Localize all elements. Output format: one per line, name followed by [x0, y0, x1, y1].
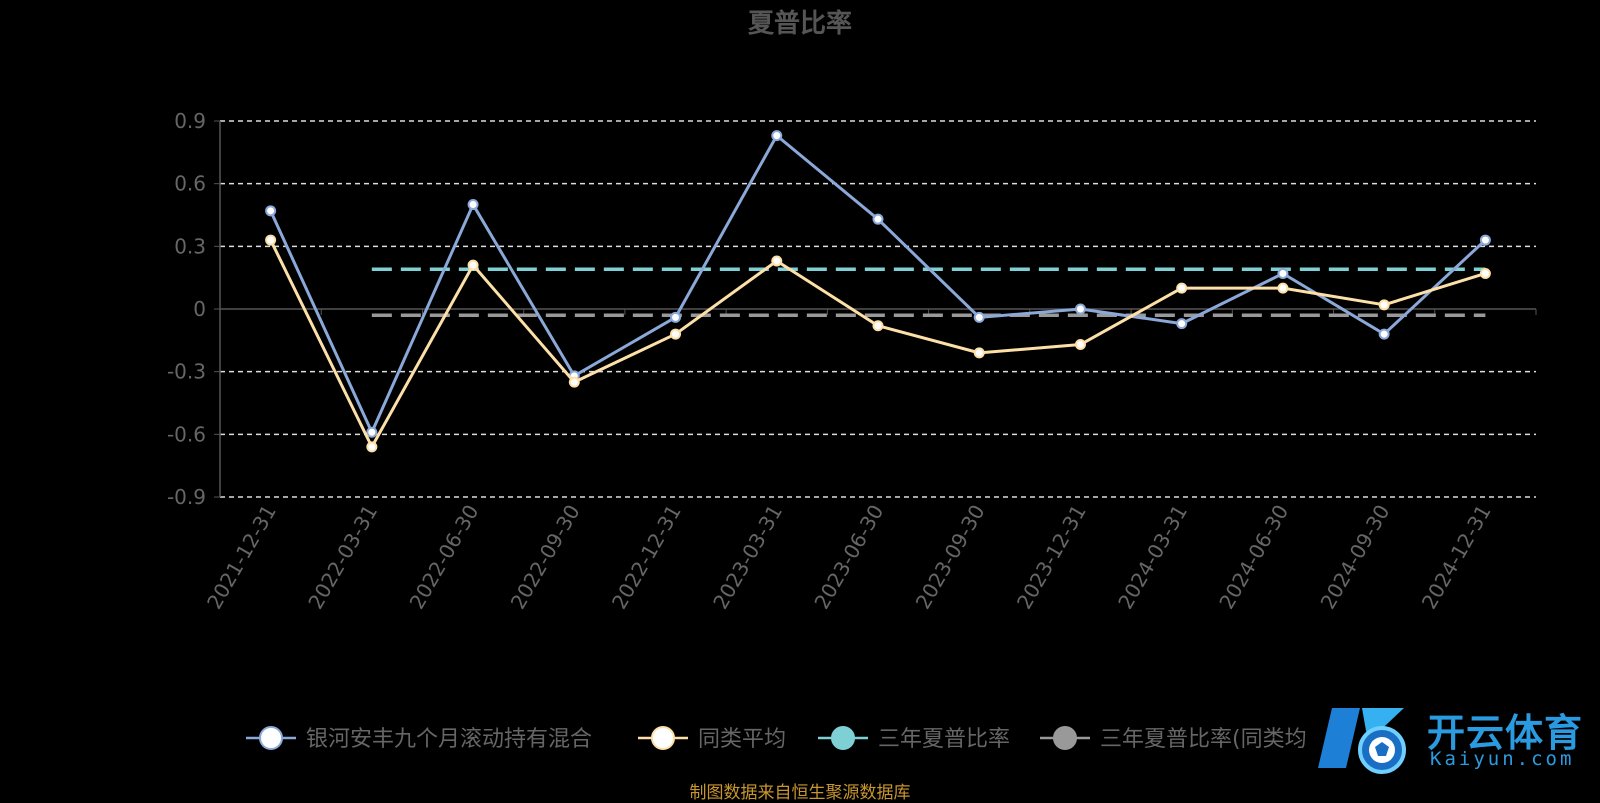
data-point [771, 130, 783, 142]
legend[interactable]: 银河安丰九个月滚动持有混合 同类平均 三年夏普比率 三年夏普比率(同类均 [246, 726, 1307, 752]
x-tick-label: 2022-03-31 [303, 501, 382, 614]
x-tick-label: 2024-03-31 [1113, 501, 1192, 614]
series-line [269, 239, 1486, 449]
y-tick-label: 0.3 [174, 234, 206, 258]
data-point [872, 213, 884, 225]
data-point [1176, 318, 1188, 330]
grid [214, 120, 1537, 498]
data-point [1277, 267, 1289, 279]
watermark-logo: 开云体育 Kaiyun.com [1312, 698, 1592, 782]
y-tick-label: 0 [193, 297, 206, 321]
data-point [771, 255, 783, 267]
x-tick-label: 2023-06-30 [809, 501, 888, 614]
data-point [265, 234, 277, 246]
data-point [1479, 267, 1491, 279]
legend-marker [1053, 726, 1077, 750]
legend-marker [259, 726, 283, 750]
data-point [265, 205, 277, 217]
legend-label: 银河安丰九个月滚动持有混合 [306, 727, 592, 752]
data-point [1378, 328, 1390, 340]
legend-marker [651, 726, 675, 750]
legend-label: 三年夏普比率(同类均 [1100, 727, 1307, 752]
data-point [1074, 339, 1086, 351]
data-point [1479, 234, 1491, 246]
x-tick-label: 2024-12-31 [1417, 501, 1496, 614]
data-point [1074, 303, 1086, 315]
chart-title: 夏普比率 [748, 8, 852, 39]
data-point [670, 328, 682, 340]
x-tick-label: 2024-06-30 [1214, 501, 1293, 614]
data-point [670, 311, 682, 323]
watermark-main-text: 开云体育 [1427, 711, 1584, 755]
series-layer [265, 130, 1491, 453]
x-tick-label: 2022-06-30 [405, 500, 484, 613]
legend-marker [831, 726, 855, 750]
x-tick-label: 2021-12-31 [202, 501, 281, 614]
legend-label: 三年夏普比率 [878, 727, 1010, 752]
x-axis-ticks: 2021-12-31 2022-03-31 2022-06-30 2022-09-30… [202, 500, 1496, 613]
y-tick-label: -0.3 [167, 360, 206, 384]
data-point [973, 311, 985, 323]
data-point [366, 441, 378, 453]
data-point [467, 199, 479, 211]
data-point [467, 259, 479, 271]
kaiyun-logo-icon [1318, 708, 1406, 774]
data-point [366, 426, 378, 438]
data-point [568, 376, 580, 388]
x-tick-label: 2022-12-31 [607, 501, 686, 614]
y-axis-ticks: 0.9 0.6 0.3 0 -0.3 -0.6 -0.9 [167, 109, 206, 509]
data-point [872, 320, 884, 332]
y-tick-label: 0.6 [174, 172, 206, 196]
data-point [973, 347, 985, 359]
source-note: 制图数据来自恒生聚源数据库 [689, 783, 911, 803]
x-tick-label: 2024-09-30 [1316, 501, 1395, 614]
legend-label: 同类平均 [698, 727, 786, 752]
x-tick-label: 2023-03-31 [708, 501, 787, 614]
data-point [1378, 299, 1390, 311]
x-tick-label: 2023-12-31 [1012, 501, 1091, 614]
y-tick-label: -0.6 [167, 422, 206, 446]
x-tick-label: 2023-09-30 [911, 500, 990, 613]
y-tick-label: -0.9 [167, 485, 206, 509]
y-tick-label: 0.9 [174, 109, 206, 133]
watermark-sub-text: Kaiyun.com [1430, 748, 1575, 770]
data-point [1176, 282, 1188, 294]
series-line [269, 134, 1487, 434]
x-tick-label: 2022-09-30 [506, 501, 585, 614]
data-point [1277, 282, 1289, 294]
